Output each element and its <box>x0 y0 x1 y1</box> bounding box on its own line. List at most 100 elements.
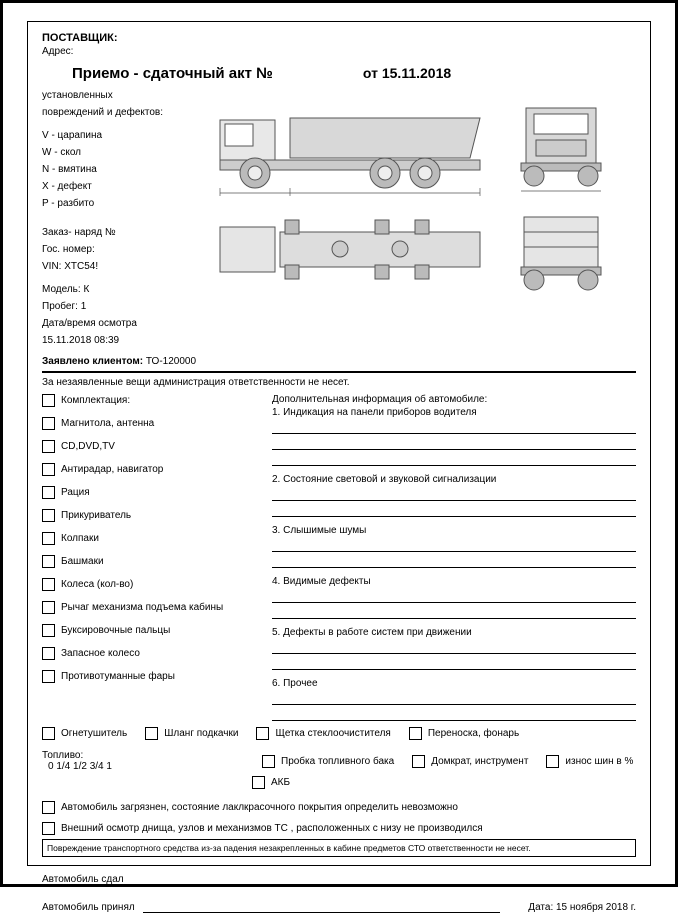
checklist-label: Прикуриватель <box>61 510 131 521</box>
warning-text: За незаявленные вещи администрация ответ… <box>42 377 636 388</box>
bottom-check-item: АКБ <box>252 776 290 789</box>
long-check-item: Внешний осмотр днища, узлов и механизмов… <box>42 822 636 835</box>
checklist-item: Буксировочные пальцы <box>42 624 252 637</box>
signature-line[interactable] <box>132 873 636 885</box>
mid-section: Комплектация: Магнитола, антенна CD,DVD,T… <box>42 394 636 723</box>
checklist-label: Колпаки <box>61 533 99 544</box>
write-line[interactable] <box>272 605 636 619</box>
write-line[interactable] <box>272 420 636 434</box>
top-section: установленных повреждений и дефектов: V … <box>42 88 636 350</box>
checklist-label: Противотуманные фары <box>61 671 175 682</box>
legend-item: W - скол <box>42 145 192 160</box>
check-label: Домкрат, инструмент <box>431 756 528 767</box>
write-line[interactable] <box>272 487 636 501</box>
supplier-label: ПОСТАВЩИК: <box>42 32 636 44</box>
signature-handed: Автомобиль сдал <box>42 873 636 885</box>
checklist-item: Рация <box>42 486 252 499</box>
checkbox[interactable] <box>42 647 55 660</box>
checklist-item: Колпаки <box>42 532 252 545</box>
checkbox[interactable] <box>42 463 55 476</box>
checklist-item: Противотуманные фары <box>42 670 252 683</box>
info-section-title: 4. Видимые дефекты <box>272 576 636 587</box>
info-section-title: 1. Индикация на панели приборов водителя <box>272 407 636 418</box>
checkbox[interactable] <box>256 727 269 740</box>
legend-item: N - вмятина <box>42 162 192 177</box>
info-column: Дополнительная информация об автомобиле:… <box>272 394 636 723</box>
vehicle-info: Заказ- наряд № Гос. номер: VIN: XTC54! М… <box>42 225 192 348</box>
checkbox[interactable] <box>262 755 275 768</box>
checkbox[interactable] <box>252 776 265 789</box>
write-line[interactable] <box>272 640 636 654</box>
bottom-check-item: износ шин в % <box>546 755 633 768</box>
write-line[interactable] <box>272 589 636 603</box>
check-label: износ шин в % <box>565 756 633 767</box>
checkbox[interactable] <box>42 822 55 835</box>
checklist-item: Запасное колесо <box>42 647 252 660</box>
long-check-label: Автомобиль загрязнен, состояние лаклкрас… <box>61 802 458 813</box>
checkbox[interactable] <box>42 394 55 407</box>
checkbox[interactable] <box>546 755 559 768</box>
write-line[interactable] <box>272 656 636 670</box>
checkbox[interactable] <box>42 509 55 522</box>
checkbox[interactable] <box>42 486 55 499</box>
order-label: Заказ- наряд № <box>42 225 192 240</box>
checklist-label: CD,DVD,TV <box>61 441 115 452</box>
check-label: Щетка стеклоочистителя <box>275 728 390 739</box>
checkbox[interactable] <box>409 727 422 740</box>
truck-diagram-area <box>200 88 636 350</box>
checkbox[interactable] <box>42 801 55 814</box>
checkbox[interactable] <box>42 532 55 545</box>
write-line[interactable] <box>272 691 636 705</box>
checklist-item: Колеса (кол-во) <box>42 578 252 591</box>
checklist-label: Буксировочные пальцы <box>61 625 170 636</box>
checklist-label: Магнитола, антенна <box>61 418 154 429</box>
checklist-header: Комплектация: <box>61 395 130 406</box>
address-label: Адрес: <box>42 46 636 57</box>
checkbox[interactable] <box>42 601 55 614</box>
write-line[interactable] <box>272 503 636 517</box>
bottom-check-item: Переноска, фонарь <box>409 727 519 740</box>
truck-top-view <box>200 202 500 297</box>
checklist-item: CD,DVD,TV <box>42 440 252 453</box>
checkbox[interactable] <box>42 440 55 453</box>
check-label: АКБ <box>271 777 290 788</box>
bottom-check-item: Шланг подкачки <box>145 727 238 740</box>
model-label: Модель: К <box>42 282 192 297</box>
write-line[interactable] <box>272 436 636 450</box>
checkbox[interactable] <box>42 670 55 683</box>
checkbox[interactable] <box>145 727 158 740</box>
legend-intro: установленных <box>42 88 192 103</box>
write-line[interactable] <box>272 538 636 552</box>
fuel-scale: 0 1/4 1/2 3/4 1 <box>48 761 252 772</box>
disclaimer-box: Повреждение транспортного средства из-за… <box>42 839 636 857</box>
document-title: Приемо - сдаточный акт № <box>72 65 273 82</box>
truck-side-view <box>200 88 500 198</box>
inspect-label: Дата/время осмотра <box>42 316 192 331</box>
checklist-item: Башмаки <box>42 555 252 568</box>
write-line[interactable] <box>272 452 636 466</box>
write-line[interactable] <box>272 554 636 568</box>
bottom-check-item: Пробка топливного бака <box>262 755 394 768</box>
checklist-column: Комплектация: Магнитола, антенна CD,DVD,T… <box>42 394 252 723</box>
check-label: Переноска, фонарь <box>428 728 519 739</box>
checklist-item: Рычаг механизма подъема кабины <box>42 601 252 614</box>
checklist-item: Прикуриватель <box>42 509 252 522</box>
checklist-item: Магнитола, антенна <box>42 417 252 430</box>
document-date: от 15.11.2018 <box>363 65 451 81</box>
write-line[interactable] <box>272 707 636 721</box>
title-row: Приемо - сдаточный акт № от 15.11.2018 <box>72 65 636 82</box>
checkbox[interactable] <box>42 624 55 637</box>
signature-line[interactable] <box>143 901 501 913</box>
checkbox[interactable] <box>42 555 55 568</box>
checklist-label: Запасное колесо <box>61 648 140 659</box>
bottom-row-2: Пробка топливного бака Домкрат, инструмен… <box>262 755 636 772</box>
info-section-title: 2. Состояние световой и звуковой сигнали… <box>272 474 636 485</box>
checklist-label: Рычаг механизма подъема кабины <box>61 602 223 613</box>
checkbox[interactable] <box>42 417 55 430</box>
bottom-check-item: Щетка стеклоочистителя <box>256 727 390 740</box>
fuel-label: Топливо: <box>42 750 83 761</box>
checkbox[interactable] <box>42 578 55 591</box>
checkbox[interactable] <box>412 755 425 768</box>
legend-item: P - разбито <box>42 196 192 211</box>
checkbox[interactable] <box>42 727 55 740</box>
